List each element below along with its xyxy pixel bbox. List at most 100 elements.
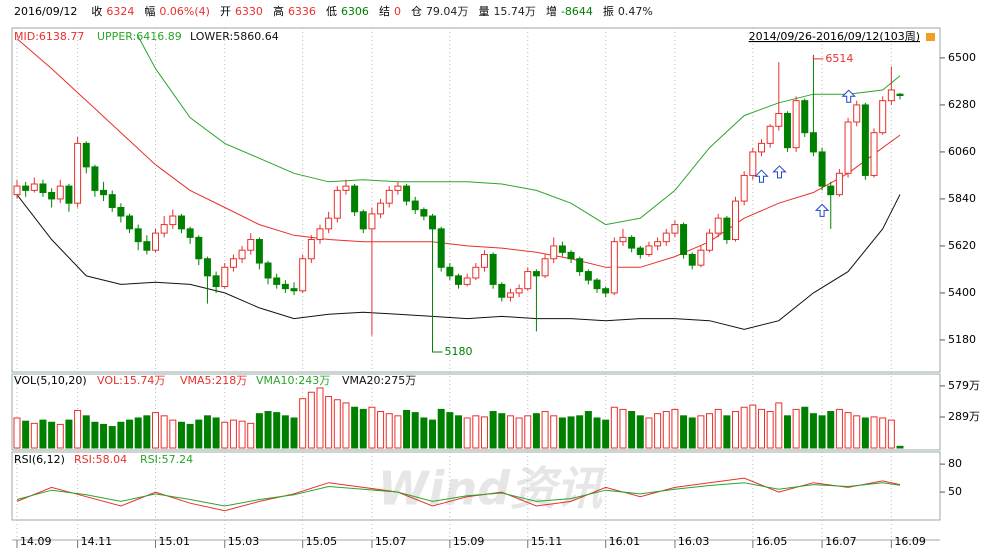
- volume-bar: [818, 415, 826, 449]
- candle-body: [584, 271, 592, 281]
- panel-title: VOL(5,10,20): [14, 374, 87, 387]
- volume-bar: [351, 406, 359, 449]
- volume-bar: [602, 419, 610, 449]
- candle-body: [368, 213, 376, 230]
- candle-body: [887, 89, 895, 102]
- candle-body: [818, 151, 826, 187]
- candle-body: [870, 132, 878, 176]
- candle-body: [550, 245, 558, 260]
- candle-body: [861, 104, 869, 176]
- volume-bar: [203, 415, 211, 449]
- x-tick-label: 14.11: [81, 535, 113, 548]
- volume-bar: [532, 413, 540, 449]
- candle-body: [299, 258, 307, 292]
- header-label: 高: [273, 4, 284, 18]
- header-label: 低: [326, 5, 337, 18]
- volume-bar: [541, 411, 549, 449]
- x-tick-label: 15.11: [531, 535, 563, 548]
- volume-bar: [13, 417, 21, 449]
- candle-body: [195, 236, 203, 260]
- candle-body: [498, 283, 506, 298]
- volume-bar: [498, 413, 506, 449]
- candle-body: [100, 189, 108, 196]
- candle-body: [281, 283, 289, 290]
- volume-bar: [22, 420, 30, 449]
- candle-body: [472, 266, 480, 279]
- legend-entry: RSI:57.24: [140, 453, 193, 466]
- candle-body: [186, 228, 194, 238]
- x-tick-label: 16.01: [609, 535, 641, 548]
- candle-body: [463, 277, 471, 285]
- volume-bar: [229, 419, 237, 449]
- y-tick-label: 80: [948, 457, 962, 470]
- header-label: 2016/09/12: [14, 5, 77, 18]
- x-tick-label: 15.03: [228, 535, 260, 548]
- volume-bar: [437, 408, 445, 449]
- candle-body: [506, 292, 514, 298]
- volume-bar: [515, 417, 523, 449]
- candle-body: [602, 288, 610, 294]
- candle-body: [342, 185, 350, 191]
- volume-bar: [82, 415, 90, 449]
- volume-bar: [264, 411, 272, 449]
- volume-bar: [844, 412, 852, 449]
- volume-bar: [446, 412, 454, 449]
- candle-body: [221, 266, 229, 288]
- candle-body: [766, 125, 774, 144]
- candle-body: [853, 104, 861, 123]
- volume-bar: [628, 411, 636, 449]
- volume-bar: [732, 411, 740, 449]
- volume-bar: [688, 417, 696, 449]
- candle-body: [749, 151, 757, 176]
- candle-body: [203, 258, 211, 277]
- candle-body: [74, 142, 82, 204]
- candle-body: [152, 232, 160, 251]
- candle-body: [671, 224, 679, 234]
- candle-body: [879, 100, 887, 134]
- volume-bar: [316, 387, 324, 449]
- volume-bar: [74, 409, 82, 449]
- header-label: 收: [91, 4, 102, 18]
- volume-bar: [576, 415, 584, 449]
- volume-bar: [792, 408, 800, 449]
- candle-body: [22, 185, 30, 191]
- volume-bar: [420, 417, 428, 449]
- header-label: 结: [379, 5, 390, 18]
- candle-body: [706, 232, 714, 251]
- y-tick-label: 6280: [948, 98, 976, 111]
- volume-bar: [100, 423, 108, 449]
- header-value: 6324: [106, 5, 134, 18]
- header-label: 幅: [144, 5, 155, 18]
- candle-body: [801, 100, 809, 134]
- candle-body: [541, 258, 549, 277]
- candle-body: [636, 247, 644, 255]
- candle-body: [740, 174, 748, 202]
- volume-bar: [394, 415, 402, 449]
- volume-bar: [610, 406, 618, 449]
- candle-body: [238, 249, 246, 260]
- candle-body: [714, 217, 722, 234]
- candle-body: [844, 121, 852, 174]
- header-value: -8644: [561, 5, 593, 18]
- candle-body: [628, 236, 636, 249]
- volume-bar: [766, 411, 774, 449]
- header-label: 振: [603, 4, 614, 18]
- volume-bar: [411, 412, 419, 449]
- volume-bar: [429, 419, 437, 449]
- candle-body: [446, 266, 454, 277]
- volume-bar: [368, 406, 376, 449]
- volume-panel: [11, 373, 941, 451]
- candle-body: [65, 185, 73, 204]
- volume-bar: [827, 411, 835, 449]
- volume-bar: [134, 417, 142, 449]
- volume-bar: [255, 413, 263, 449]
- volume-bar: [152, 412, 160, 449]
- volume-bar: [480, 416, 488, 449]
- signal-arrow: [754, 169, 769, 183]
- volume-bar: [723, 415, 731, 449]
- candle-body: [359, 211, 367, 230]
- volume-bar: [65, 419, 73, 449]
- candle-body: [489, 253, 497, 285]
- volume-bar: [377, 411, 385, 449]
- volume-bar: [385, 413, 393, 449]
